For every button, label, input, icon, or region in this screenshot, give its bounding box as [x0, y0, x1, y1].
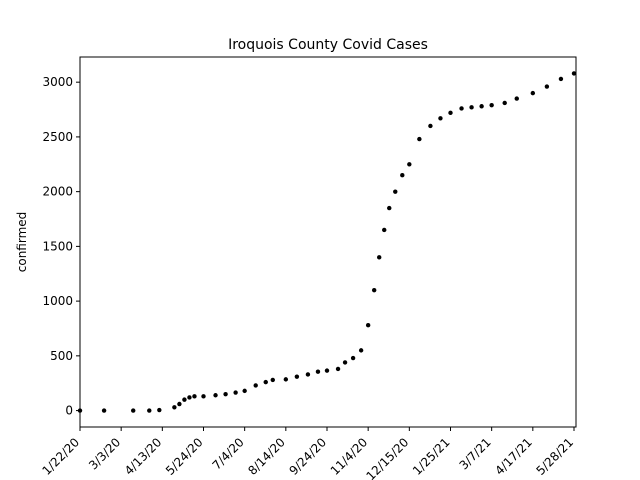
data-point	[335, 366, 341, 372]
data-point	[182, 397, 187, 402]
data-point	[101, 408, 107, 413]
y-tick-label: 2500	[42, 130, 73, 144]
chart-title: Iroquois County Covid Cases	[228, 37, 428, 53]
data-point	[371, 287, 377, 293]
data-point	[157, 407, 162, 413]
data-point	[147, 408, 152, 413]
data-point	[358, 348, 364, 353]
data-point	[417, 136, 422, 142]
data-point	[305, 372, 311, 377]
data-point	[387, 205, 392, 211]
y-tick-label: 1500	[42, 239, 73, 253]
y-tick-label: 500	[50, 349, 73, 363]
data-point	[223, 391, 228, 397]
data-point	[187, 395, 192, 400]
y-tick-label: 0	[65, 404, 73, 418]
data-point	[382, 227, 387, 233]
data-point	[263, 379, 268, 385]
data-point	[428, 123, 433, 129]
data-point	[530, 90, 536, 96]
data-point	[177, 401, 182, 407]
data-point	[233, 390, 238, 395]
y-tick-label: 3000	[42, 75, 73, 89]
y-axis-label: confirmed	[15, 212, 29, 273]
plot-frame	[79, 56, 577, 428]
data-point	[393, 189, 398, 194]
data-point	[342, 360, 348, 365]
data-point	[253, 383, 258, 388]
data-point	[213, 393, 218, 398]
data-point	[172, 405, 177, 410]
x-tick-label: 4/13/20	[122, 435, 165, 478]
data-point	[242, 388, 247, 394]
x-tick-label: 3/3/20	[86, 435, 123, 472]
data-point	[131, 408, 136, 413]
scatter-points	[77, 71, 577, 413]
data-point	[438, 116, 443, 121]
data-point	[350, 355, 356, 361]
x-axis-ticks: 1/22/20 3/3/204/13/205/24/20 7/4/208/14/20…	[40, 427, 576, 480]
x-tick-label: 12/15/20	[363, 435, 411, 480]
data-point	[400, 173, 405, 178]
data-point	[571, 71, 577, 76]
data-point	[377, 255, 382, 260]
data-point	[558, 76, 564, 82]
data-point	[324, 368, 330, 373]
data-point	[283, 377, 289, 382]
data-point	[192, 394, 197, 399]
x-tick-label: 4/17/21	[492, 435, 535, 478]
data-point	[514, 96, 519, 101]
x-tick-label: 3/7/21	[457, 435, 494, 472]
x-tick-label: 5/28/21	[533, 435, 576, 478]
data-point	[544, 84, 550, 89]
data-point	[365, 322, 371, 328]
x-tick-label: 1/25/21	[410, 435, 453, 478]
data-point	[489, 102, 494, 108]
data-point	[502, 100, 507, 106]
data-point	[315, 369, 321, 374]
y-axis-ticks: 0 500 1000 1500 2000 2500 3000	[42, 75, 80, 418]
x-tick-label: 9/24/20	[287, 435, 330, 478]
y-tick-label: 2000	[42, 185, 73, 199]
x-tick-label: 1/22/20	[40, 435, 83, 478]
y-tick-label: 1000	[42, 294, 73, 308]
data-point	[407, 162, 412, 167]
x-tick-label: 11/4/20	[328, 435, 371, 478]
data-point	[270, 377, 275, 383]
data-point	[459, 106, 464, 111]
x-tick-label: 5/24/20	[163, 435, 206, 478]
data-point	[448, 110, 453, 116]
x-tick-label: 8/14/20	[245, 435, 288, 478]
data-point	[294, 374, 300, 379]
data-point	[469, 105, 474, 110]
data-point	[201, 394, 206, 399]
data-point	[479, 104, 484, 109]
x-tick-label: 7/4/20	[210, 435, 247, 472]
